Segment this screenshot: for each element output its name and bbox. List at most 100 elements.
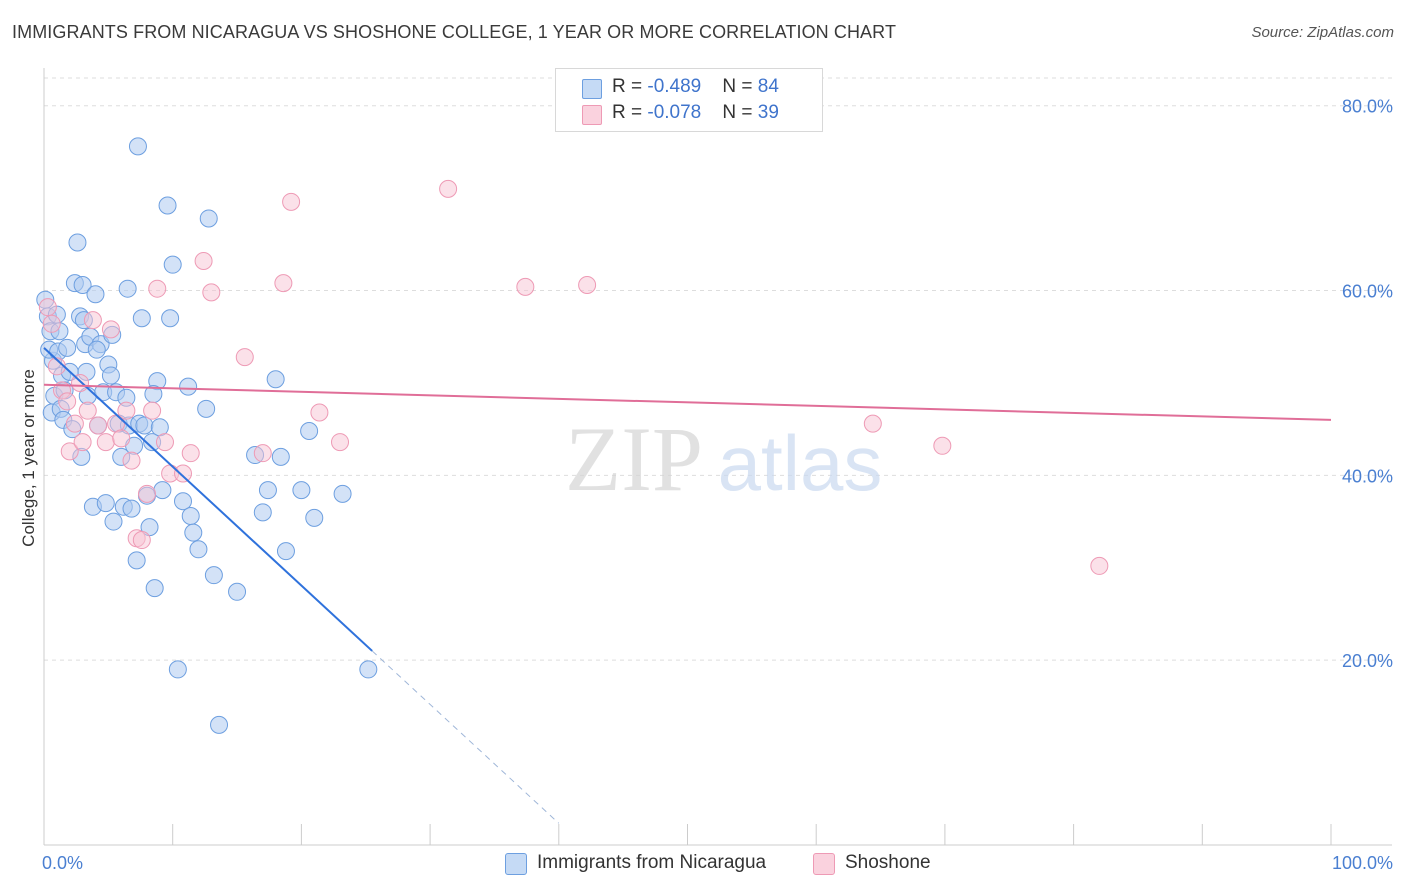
legend-r-value-1: -0.489	[647, 76, 702, 97]
shoshone-point	[516, 277, 535, 296]
nicaragua-point	[87, 340, 106, 359]
shoshone-point	[117, 401, 136, 420]
nicaragua-point	[122, 499, 141, 518]
nicaragua-point	[258, 481, 277, 500]
nicaragua-point	[73, 275, 92, 294]
nicaragua-point	[127, 551, 146, 570]
shoshone-point	[42, 314, 61, 333]
shoshone-point	[282, 192, 301, 211]
shoshone-point	[60, 442, 79, 461]
legend-r-label-1: R =	[612, 76, 648, 97]
trend-line-shoshone	[43, 383, 1332, 421]
bottom-legend-label-nicaragua: Immigrants from Nicaragua	[537, 852, 767, 873]
legend-n-value-1: 84	[757, 76, 779, 97]
legend-r-label-2: R =	[612, 102, 648, 123]
series-shoshone-points	[38, 179, 1109, 575]
nicaragua-point	[158, 196, 177, 215]
nicaragua-point	[104, 512, 123, 531]
y-tick-label-20: 20.0%	[1342, 651, 1393, 671]
bottom-legend-swatch-blue	[505, 853, 527, 875]
shoshone-point	[38, 298, 57, 317]
nicaragua-point	[58, 338, 77, 357]
shoshone-point	[89, 416, 108, 435]
trend-lines	[43, 347, 1332, 824]
nicaragua-point	[199, 209, 218, 228]
nicaragua-point	[197, 399, 216, 418]
shoshone-point	[202, 283, 221, 302]
shoshone-point	[78, 401, 97, 420]
nicaragua-point	[204, 566, 223, 585]
axes	[43, 68, 1392, 846]
nicaragua-point	[359, 660, 378, 679]
shoshone-point	[155, 433, 174, 452]
nicaragua-point	[184, 523, 203, 542]
nicaragua-point	[276, 542, 295, 561]
nicaragua-point	[181, 507, 200, 526]
shoshone-point	[578, 275, 597, 294]
watermark-zip: ZIP	[565, 408, 703, 510]
nicaragua-point	[210, 715, 229, 734]
legend-n-label-1: N =	[722, 76, 758, 97]
y-tick-labels: 20.0% 40.0% 60.0% 80.0%	[1342, 97, 1393, 671]
nicaragua-point	[145, 579, 164, 598]
shoshone-point	[253, 444, 272, 463]
nicaragua-point	[253, 503, 272, 522]
y-tick-label-40: 40.0%	[1342, 466, 1393, 486]
nicaragua-point	[118, 279, 137, 298]
shoshone-point	[194, 251, 213, 270]
shoshone-point	[83, 311, 102, 330]
shoshone-point	[58, 392, 77, 411]
shoshone-point	[310, 403, 329, 422]
nicaragua-point	[179, 377, 198, 396]
bottom-legend-swatch-pink	[813, 853, 835, 875]
y-tick-label-80: 80.0%	[1342, 97, 1393, 117]
legend-n-value-2: 39	[757, 102, 779, 123]
shoshone-point	[148, 279, 167, 298]
nicaragua-point	[101, 366, 120, 385]
shoshone-point	[933, 436, 952, 455]
legend-swatch-blue	[582, 79, 602, 99]
nicaragua-point	[153, 481, 172, 500]
shoshone-point	[71, 373, 90, 392]
x-tick-label-max: 100.0%	[1332, 853, 1393, 873]
chart-title: IMMIGRANTS FROM NICARAGUA VS SHOSHONE CO…	[12, 22, 897, 42]
shoshone-point	[181, 444, 200, 463]
trend-line-nicaragua-extension	[371, 650, 560, 824]
nicaragua-point	[163, 255, 182, 274]
shoshone-point	[65, 414, 84, 433]
source-label: Source: ZipAtlas.com	[1251, 24, 1394, 41]
shoshone-point	[96, 433, 115, 452]
legend-swatch-pink	[582, 105, 602, 125]
shoshone-point	[122, 451, 141, 470]
shoshone-point	[73, 433, 92, 452]
nicaragua-point	[333, 484, 352, 503]
x-tick-label-min: 0.0%	[42, 853, 83, 873]
shoshone-point	[235, 348, 254, 367]
nicaragua-point	[168, 660, 187, 679]
shoshone-point	[274, 274, 293, 293]
nicaragua-point	[135, 416, 154, 435]
nicaragua-point	[68, 233, 87, 252]
y-tick-label-60: 60.0%	[1342, 282, 1393, 302]
x-tick-labels: 0.0% 100.0%	[42, 853, 1393, 873]
nicaragua-point	[96, 494, 115, 513]
nicaragua-point	[173, 492, 192, 511]
nicaragua-point	[161, 309, 180, 328]
nicaragua-point	[266, 370, 285, 389]
shoshone-point	[143, 401, 162, 420]
nicaragua-point	[292, 481, 311, 500]
legend-r-value-2: -0.078	[647, 102, 702, 123]
nicaragua-point	[132, 309, 151, 328]
shoshone-point	[863, 414, 882, 433]
watermark-atlas: atlas	[718, 419, 883, 507]
nicaragua-point	[305, 508, 324, 527]
nicaragua-point	[228, 582, 247, 601]
trend-line-nicaragua	[43, 347, 373, 652]
y-axis-label: College, 1 year or more	[19, 369, 38, 547]
shoshone-point	[1090, 556, 1109, 575]
legend-n-label-2: N =	[722, 102, 758, 123]
shoshone-point	[101, 320, 120, 339]
shoshone-point	[137, 484, 156, 503]
nicaragua-point	[271, 447, 290, 466]
